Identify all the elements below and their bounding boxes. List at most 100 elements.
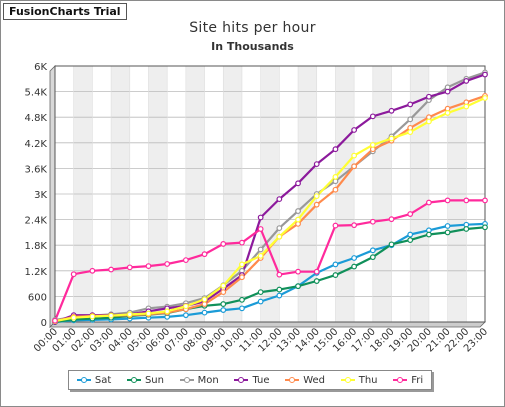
data-point-mon[interactable] — [407, 116, 414, 123]
data-point-fri[interactable] — [89, 267, 96, 274]
data-point-wed[interactable] — [332, 186, 339, 193]
legend-item-sun[interactable]: Sun — [126, 375, 164, 386]
data-point-sat[interactable] — [444, 223, 451, 229]
data-point-fri[interactable] — [220, 241, 227, 247]
data-point-wed[interactable] — [239, 274, 245, 281]
data-point-thu[interactable] — [276, 233, 283, 240]
data-point-sat[interactable] — [220, 307, 227, 313]
data-point-wed[interactable] — [201, 301, 208, 307]
data-point-thu[interactable] — [444, 110, 451, 116]
data-point-tue[interactable] — [426, 93, 432, 100]
data-point-tue[interactable] — [257, 214, 264, 221]
data-point-tue[interactable] — [463, 78, 470, 84]
data-point-sun[interactable] — [351, 263, 358, 270]
data-point-sun[interactable] — [369, 254, 376, 261]
data-point-thu[interactable] — [164, 308, 171, 315]
data-point-sun[interactable] — [388, 241, 395, 248]
data-point-tue[interactable] — [444, 88, 451, 95]
data-point-fri[interactable] — [52, 317, 58, 324]
data-point-thu[interactable] — [89, 313, 96, 320]
data-point-sat[interactable] — [257, 298, 264, 305]
legend-item-tue[interactable]: Tue — [234, 375, 270, 386]
data-point-fri[interactable] — [164, 261, 171, 267]
data-point-thu[interactable] — [482, 95, 488, 101]
data-point-sat[interactable] — [201, 309, 208, 316]
data-point-thu[interactable] — [388, 135, 395, 142]
data-point-sun[interactable] — [276, 286, 283, 293]
data-point-fri[interactable] — [313, 268, 320, 275]
legend-item-fri[interactable]: Fri — [393, 375, 423, 386]
data-point-fri[interactable] — [463, 197, 470, 204]
data-point-sun[interactable] — [444, 229, 451, 236]
data-point-mon[interactable] — [257, 246, 264, 253]
data-point-fri[interactable] — [257, 226, 264, 232]
data-point-fri[interactable] — [369, 218, 376, 225]
data-point-sun[interactable] — [239, 296, 245, 303]
data-point-fri[interactable] — [295, 268, 301, 275]
data-point-sun[interactable] — [295, 283, 301, 290]
data-point-sat[interactable] — [332, 261, 339, 268]
data-point-fri[interactable] — [201, 251, 208, 258]
data-point-thu[interactable] — [463, 103, 470, 110]
data-point-fri[interactable] — [239, 239, 245, 246]
data-point-fri[interactable] — [276, 271, 283, 278]
data-point-thu[interactable] — [220, 282, 227, 289]
data-point-thu[interactable] — [126, 311, 133, 318]
data-point-thu[interactable] — [70, 314, 77, 321]
data-point-sun[interactable] — [332, 272, 339, 278]
data-point-thu[interactable] — [313, 193, 320, 200]
data-point-tue[interactable] — [482, 71, 488, 78]
data-point-fri[interactable] — [332, 222, 339, 229]
legend-item-wed[interactable]: Wed — [285, 375, 325, 386]
data-point-fri[interactable] — [351, 222, 358, 229]
data-point-tue[interactable] — [388, 107, 395, 114]
data-point-sun[interactable] — [482, 224, 488, 231]
data-point-tue[interactable] — [369, 113, 376, 120]
data-point-sat[interactable] — [351, 255, 358, 261]
data-point-sat[interactable] — [182, 312, 189, 319]
data-point-thu[interactable] — [407, 129, 414, 136]
data-point-thu[interactable] — [369, 142, 376, 148]
data-point-wed[interactable] — [220, 289, 227, 296]
data-point-wed[interactable] — [313, 201, 320, 208]
data-point-thu[interactable] — [351, 152, 358, 159]
data-point-sun[interactable] — [220, 301, 227, 307]
data-point-sun[interactable] — [313, 278, 320, 284]
data-point-fri[interactable] — [182, 257, 189, 264]
data-point-sun[interactable] — [463, 226, 470, 232]
data-point-thu[interactable] — [201, 296, 208, 303]
data-point-tue[interactable] — [276, 196, 283, 203]
data-point-tue[interactable] — [313, 161, 320, 168]
data-point-thu[interactable] — [239, 261, 245, 268]
data-point-sun[interactable] — [257, 289, 264, 296]
data-point-mon[interactable] — [276, 225, 283, 232]
data-point-fri[interactable] — [126, 264, 133, 271]
data-point-fri[interactable] — [426, 199, 432, 206]
legend-item-mon[interactable]: Mon — [179, 375, 219, 386]
data-point-fri[interactable] — [444, 197, 451, 204]
legend-item-thu[interactable]: Thu — [340, 375, 378, 386]
data-point-tue[interactable] — [295, 180, 301, 187]
data-point-tue[interactable] — [407, 101, 414, 108]
data-point-sat[interactable] — [407, 231, 414, 238]
data-point-tue[interactable] — [332, 146, 339, 153]
data-point-sat[interactable] — [369, 247, 376, 254]
data-point-thu[interactable] — [145, 310, 152, 317]
data-point-fri[interactable] — [108, 266, 114, 273]
legend-item-sat[interactable]: Sat — [76, 375, 111, 386]
data-point-thu[interactable] — [332, 174, 339, 180]
data-point-sat[interactable] — [239, 305, 245, 312]
data-point-sun[interactable] — [407, 237, 414, 243]
data-point-thu[interactable] — [295, 216, 301, 223]
data-point-sun[interactable] — [426, 231, 432, 238]
data-point-sat[interactable] — [276, 292, 283, 299]
data-point-fri[interactable] — [145, 263, 152, 270]
data-point-thu[interactable] — [182, 303, 189, 310]
data-point-mon[interactable] — [295, 208, 301, 214]
data-point-fri[interactable] — [388, 216, 395, 223]
data-point-thu[interactable] — [108, 312, 114, 319]
data-point-thu[interactable] — [257, 252, 264, 259]
data-point-wed[interactable] — [351, 163, 358, 170]
data-point-fri[interactable] — [407, 211, 414, 217]
data-point-fri[interactable] — [70, 271, 77, 278]
